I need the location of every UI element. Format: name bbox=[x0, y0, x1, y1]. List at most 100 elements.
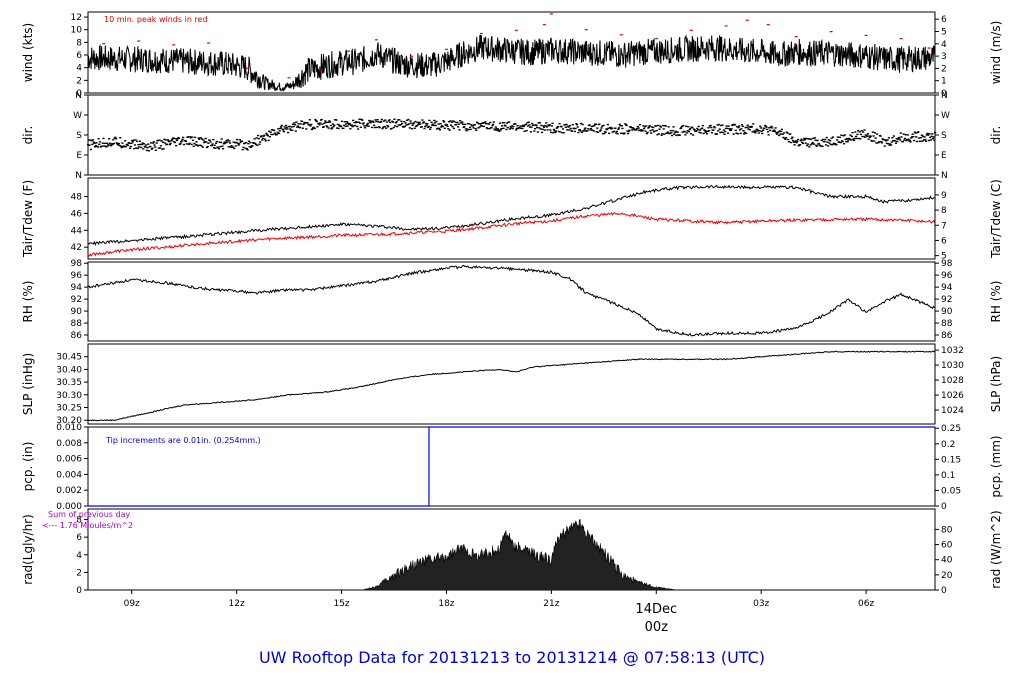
right-tick-label: 3 bbox=[941, 52, 947, 62]
x-tick-label: 18z bbox=[438, 599, 454, 609]
y-axis-title-left: Tair/Tdew (F) bbox=[21, 180, 35, 258]
right-tick-label: 0 bbox=[941, 586, 947, 596]
rad-annotation-1: Sum of previous day bbox=[48, 510, 130, 519]
left-tick-label: 88 bbox=[71, 319, 83, 329]
right-tick-label: 92 bbox=[941, 295, 952, 305]
right-tick-label: 4 bbox=[941, 40, 947, 50]
panel-temp bbox=[84, 177, 939, 260]
panel-rh bbox=[84, 261, 939, 342]
left-tick-label: 6 bbox=[76, 533, 82, 543]
y-axis-title-right: RH (%) bbox=[989, 281, 1003, 323]
left-tick-label: 30.20 bbox=[56, 416, 82, 426]
y-axis-title-right: wind (m/s) bbox=[989, 21, 1003, 85]
x-tick-label: 21z bbox=[543, 599, 559, 609]
y-axis-title-right: dir. bbox=[989, 126, 1003, 145]
left-tick-label: 30.30 bbox=[56, 391, 82, 401]
left-tick-label: 30.45 bbox=[56, 353, 82, 363]
y-axis-title-left: RH (%) bbox=[21, 281, 35, 323]
right-tick-label: 8 bbox=[941, 206, 947, 216]
right-tick-label: 0.25 bbox=[941, 424, 961, 434]
y-axis-title-left: pcp. (in) bbox=[21, 442, 35, 492]
left-tick-label: 4 bbox=[76, 64, 82, 74]
right-tick-label: S bbox=[941, 131, 947, 141]
right-tick-label: 0.2 bbox=[941, 440, 955, 450]
series-line-tdew bbox=[87, 211, 936, 258]
right-tick-label: 0 bbox=[941, 89, 947, 99]
left-tick-label: 8 bbox=[76, 516, 82, 526]
right-tick-label: 94 bbox=[941, 283, 953, 293]
right-tick-label: 6 bbox=[941, 15, 947, 25]
left-tick-label: 0.006 bbox=[56, 455, 82, 465]
right-tick-label: 80 bbox=[941, 525, 953, 535]
right-tick-label: 96 bbox=[941, 271, 953, 281]
right-tick-label: 1028 bbox=[941, 376, 964, 386]
right-tick-label: 88 bbox=[941, 319, 953, 329]
left-tick-label: 44 bbox=[71, 226, 83, 236]
tip-annotation: Tip increments are 0.01in. (0.254mm.) bbox=[105, 436, 261, 445]
panel-slp bbox=[84, 343, 939, 425]
left-tick-label: 30.25 bbox=[56, 403, 82, 413]
left-tick-label: 42 bbox=[71, 243, 82, 253]
right-tick-label: E bbox=[941, 151, 947, 161]
left-tick-label: 96 bbox=[71, 271, 83, 281]
day-marker-date: 14Dec bbox=[635, 602, 677, 617]
y-axis-title-left: dir. bbox=[21, 126, 35, 145]
right-tick-label: 9 bbox=[941, 191, 947, 201]
left-tick-label: 30.40 bbox=[56, 365, 82, 375]
left-tick-label: 46 bbox=[71, 209, 83, 219]
left-tick-label: 0.008 bbox=[56, 439, 82, 449]
left-tick-label: 48 bbox=[71, 193, 83, 203]
right-tick-label: 98 bbox=[941, 259, 953, 269]
panel-frame bbox=[87, 11, 936, 94]
right-tick-label: N bbox=[941, 171, 948, 181]
right-tick-label: 1 bbox=[941, 77, 947, 87]
panel-wind bbox=[84, 11, 939, 94]
left-tick-label: 98 bbox=[71, 259, 83, 269]
right-tick-label: 40 bbox=[941, 556, 953, 566]
chart-title: UW Rooftop Data for 20131213 to 20131214… bbox=[258, 648, 766, 667]
x-tick-label: 06z bbox=[858, 599, 874, 609]
panel-pcp bbox=[84, 426, 939, 507]
right-tick-label: 0.05 bbox=[941, 486, 961, 496]
x-tick-label: 15z bbox=[333, 599, 349, 609]
x-tick-label: 12z bbox=[229, 599, 245, 609]
left-tick-label: 90 bbox=[71, 307, 83, 317]
left-tick-label: 0.002 bbox=[56, 486, 82, 496]
rad-annotation-2: <--- 1.76 MJoules/m^2 bbox=[42, 521, 133, 530]
left-tick-label: W bbox=[73, 111, 82, 121]
x-tick-label: 03z bbox=[753, 599, 769, 609]
left-tick-label: 94 bbox=[71, 283, 83, 293]
left-tick-label: 30.35 bbox=[56, 378, 82, 388]
left-tick-label: 86 bbox=[71, 331, 83, 341]
left-tick-label: 0 bbox=[76, 586, 82, 596]
left-tick-label: 2 bbox=[76, 76, 82, 86]
panel-rad bbox=[84, 508, 939, 591]
left-tick-label: 0.010 bbox=[56, 423, 82, 433]
right-tick-label: 5 bbox=[941, 252, 947, 262]
series-line-pcp bbox=[88, 426, 935, 507]
y-axis-title-right: Tair/Tdew (C) bbox=[989, 179, 1003, 259]
right-tick-label: 90 bbox=[941, 307, 953, 317]
right-tick-label: 86 bbox=[941, 331, 953, 341]
right-tick-label: 7 bbox=[941, 221, 947, 231]
left-tick-label: 10 bbox=[71, 26, 83, 36]
right-tick-label: W bbox=[941, 111, 950, 121]
left-tick-label: N bbox=[75, 171, 82, 181]
panel-frame bbox=[87, 94, 936, 176]
left-tick-label: N bbox=[75, 91, 82, 101]
series-line-tair bbox=[87, 184, 935, 246]
panel-frame bbox=[87, 343, 936, 425]
left-tick-label: 8 bbox=[76, 38, 82, 48]
right-tick-label: N bbox=[941, 91, 948, 101]
right-tick-label: 20 bbox=[941, 571, 953, 581]
series-area-rad bbox=[362, 519, 678, 591]
y-axis-title-right: rad (W/m^2) bbox=[989, 510, 1003, 588]
day-marker-time: 00z bbox=[645, 620, 669, 635]
left-tick-label: 0.000 bbox=[56, 502, 82, 512]
series-line-slp bbox=[87, 350, 935, 422]
left-tick-label: 4 bbox=[76, 551, 82, 561]
right-tick-label: 1030 bbox=[941, 361, 964, 371]
right-tick-label: 0 bbox=[941, 502, 947, 512]
right-tick-label: 1026 bbox=[941, 391, 964, 401]
